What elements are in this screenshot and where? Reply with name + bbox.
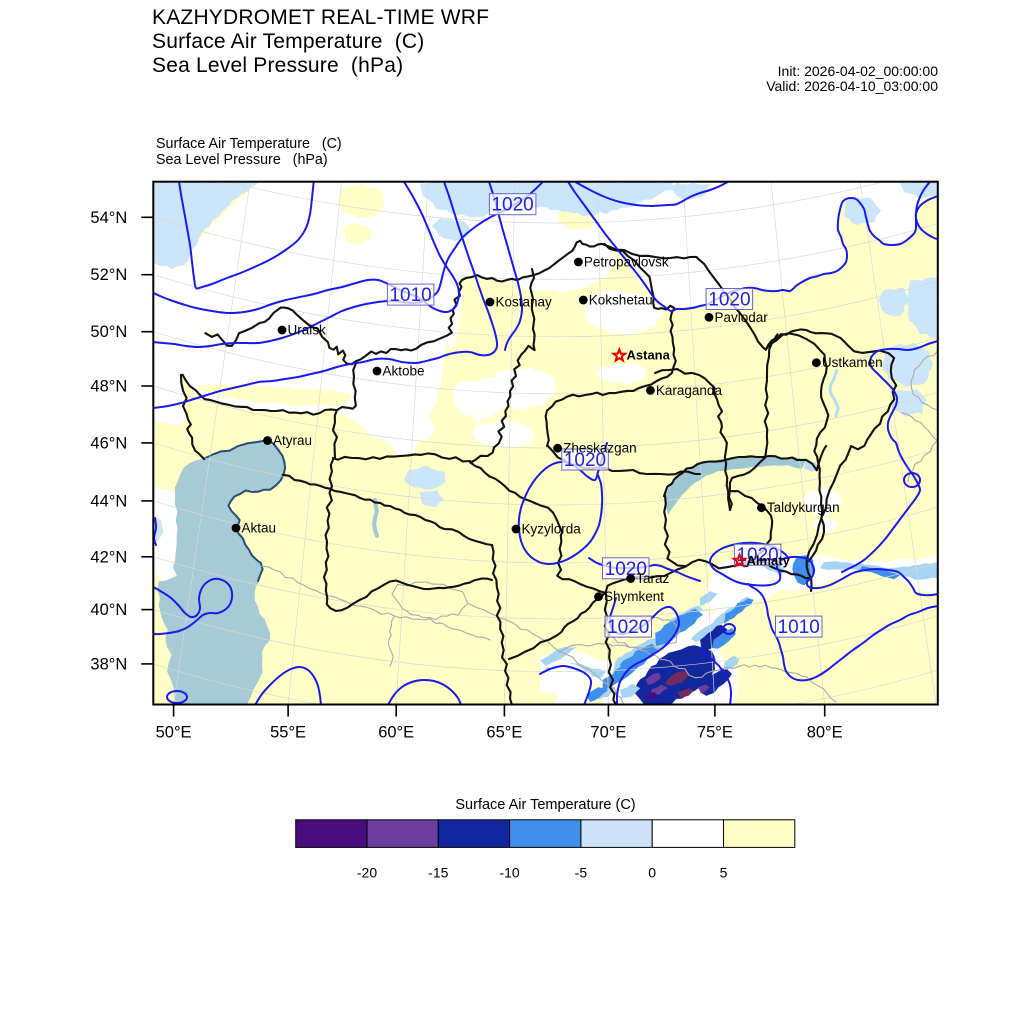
svg-text:54°N: 54°N bbox=[90, 209, 127, 227]
svg-text:80°E: 80°E bbox=[807, 724, 843, 742]
svg-text:Ustkamen: Ustkamen bbox=[822, 355, 883, 370]
svg-text:1010: 1010 bbox=[389, 285, 431, 306]
svg-text:42°N: 42°N bbox=[90, 548, 127, 566]
svg-text:Aktobe: Aktobe bbox=[383, 364, 425, 379]
svg-text:Almaty: Almaty bbox=[747, 553, 791, 568]
svg-text:Kokshetau: Kokshetau bbox=[589, 293, 653, 308]
svg-text:Petropavlovsk: Petropavlovsk bbox=[584, 255, 669, 270]
svg-text:Surface Air Temperature (C): Surface Air Temperature (C) bbox=[455, 797, 635, 813]
svg-text:Taraz: Taraz bbox=[636, 571, 669, 586]
svg-text:0: 0 bbox=[648, 865, 656, 881]
svg-text:-20: -20 bbox=[357, 865, 377, 881]
svg-text:40°N: 40°N bbox=[90, 601, 127, 619]
svg-text:1020: 1020 bbox=[491, 195, 533, 216]
svg-text:Uralsk: Uralsk bbox=[288, 323, 327, 338]
svg-text:1020: 1020 bbox=[607, 617, 649, 638]
svg-text:65°E: 65°E bbox=[486, 724, 522, 742]
svg-text:1020: 1020 bbox=[708, 290, 750, 311]
svg-text:52°N: 52°N bbox=[90, 266, 127, 284]
svg-text:38°N: 38°N bbox=[90, 655, 127, 673]
svg-text:50°N: 50°N bbox=[90, 323, 127, 341]
svg-text:Zheskazgan: Zheskazgan bbox=[563, 441, 637, 456]
svg-text:-5: -5 bbox=[575, 865, 588, 881]
svg-text:Pavlodar: Pavlodar bbox=[715, 310, 769, 325]
svg-text:60°E: 60°E bbox=[378, 724, 414, 742]
svg-text:55°E: 55°E bbox=[270, 724, 306, 742]
svg-text:-15: -15 bbox=[428, 865, 448, 881]
svg-text:Kostanay: Kostanay bbox=[496, 295, 553, 310]
svg-text:1010: 1010 bbox=[778, 617, 820, 638]
svg-text:Taldykurgan: Taldykurgan bbox=[767, 500, 840, 515]
svg-text:Shymkent: Shymkent bbox=[604, 589, 664, 604]
svg-text:75°E: 75°E bbox=[697, 724, 733, 742]
svg-text:Astana: Astana bbox=[627, 348, 671, 363]
svg-text:70°E: 70°E bbox=[590, 724, 626, 742]
svg-text:Atyrau: Atyrau bbox=[273, 433, 312, 448]
svg-text:Karaganda: Karaganda bbox=[656, 383, 723, 398]
svg-text:46°N: 46°N bbox=[90, 434, 127, 452]
svg-text:1020: 1020 bbox=[564, 450, 606, 471]
svg-text:1020: 1020 bbox=[605, 559, 647, 580]
svg-text:1020: 1020 bbox=[736, 545, 778, 566]
svg-text:Aktau: Aktau bbox=[242, 521, 277, 536]
svg-text:Kyzylorda: Kyzylorda bbox=[522, 522, 582, 537]
svg-text:50°E: 50°E bbox=[156, 724, 192, 742]
svg-text:48°N: 48°N bbox=[90, 378, 127, 396]
svg-text:5: 5 bbox=[720, 865, 728, 881]
svg-text:-10: -10 bbox=[499, 865, 519, 881]
svg-text:44°N: 44°N bbox=[90, 492, 127, 510]
